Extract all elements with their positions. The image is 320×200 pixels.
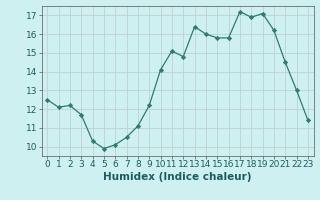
X-axis label: Humidex (Indice chaleur): Humidex (Indice chaleur) xyxy=(103,172,252,182)
